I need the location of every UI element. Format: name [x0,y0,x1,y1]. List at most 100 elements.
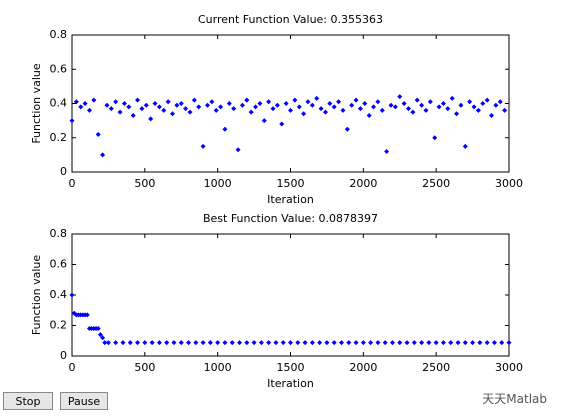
point [152,101,158,106]
y-tick-label: 0.8 [50,227,68,240]
point [143,102,149,108]
point [440,101,446,106]
point [86,107,92,113]
point [178,340,184,346]
chart-title: Best Function Value: 0.0878397 [203,212,378,225]
point [288,340,293,346]
point [346,340,352,346]
axes [71,34,510,173]
x-tick-label: 3000 [495,361,523,374]
point [405,106,411,112]
point [295,340,301,346]
point [248,109,254,115]
point [475,107,481,113]
point [309,340,315,346]
point [148,116,154,122]
point [301,111,307,117]
point [357,106,363,112]
point [296,104,302,110]
point [433,340,439,346]
point [353,340,359,346]
point [455,340,461,346]
point [462,143,468,149]
x-axis-label: Iteration [267,193,314,206]
point [97,332,103,338]
point [388,102,394,108]
x-tick-label: 500 [134,177,155,190]
point [432,135,438,141]
point [215,340,221,346]
point [127,340,133,346]
point [401,101,407,106]
point [436,104,442,110]
point [104,102,110,108]
point [309,102,315,108]
point [200,340,206,346]
point [489,112,495,118]
point [226,101,232,106]
point [239,102,245,108]
point [288,107,293,113]
point [362,101,368,106]
point [449,95,455,101]
pause-button[interactable]: Pause [60,392,108,410]
y-tick-label: 0 [60,349,67,362]
point [423,107,429,113]
point [419,340,425,346]
point [164,340,170,346]
point [73,99,79,105]
point [477,340,483,346]
x-tick-label: 1000 [204,177,232,190]
point [392,104,398,110]
point [349,102,355,108]
point [149,340,155,346]
y-tick-label: 0.2 [50,131,68,144]
point [266,340,272,346]
point [411,340,417,346]
y-tick-label: 0.6 [50,258,68,271]
point [237,340,243,346]
point [389,340,395,346]
point [174,102,180,108]
point [280,340,286,346]
point [178,101,184,106]
point [331,340,337,346]
point [113,99,119,105]
point [135,340,141,346]
point [397,340,403,346]
point [130,112,136,118]
point [327,101,333,106]
point [69,292,75,298]
point [102,340,108,346]
x-tick-label: 1500 [277,361,305,374]
point [427,99,433,105]
point [382,340,388,346]
point [445,106,451,112]
point [493,102,499,108]
point [258,340,264,346]
stop-button[interactable]: Stop [3,392,53,410]
point [368,340,374,346]
x-tick-label: 2000 [349,177,377,190]
point [279,121,285,127]
point [410,109,416,115]
y-tick-label: 0.2 [50,319,68,332]
point [244,340,250,346]
watermark: 天天Matlab [482,392,547,406]
point [95,326,101,332]
x-tick-label: 500 [134,361,155,374]
point [458,102,464,108]
point [273,340,279,346]
point [222,340,228,346]
x-tick-label: 2500 [422,361,450,374]
x-axis-label: Iteration [267,377,314,390]
point [117,109,123,115]
point [78,104,84,110]
point [419,102,425,108]
point [156,340,162,346]
point [426,340,432,346]
axes [71,233,510,357]
point [379,107,385,113]
